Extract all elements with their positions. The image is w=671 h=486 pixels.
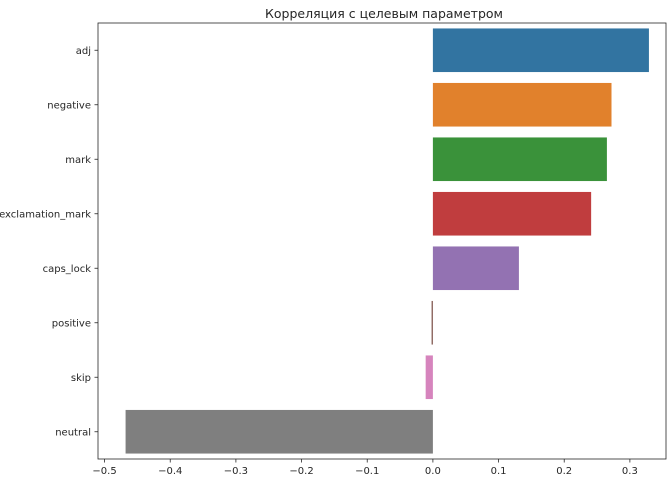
bar-neutral [125, 409, 433, 454]
bar-skip [425, 355, 433, 400]
y-tick-label-negative: negative [47, 100, 91, 111]
x-tick-label: −0.5 [92, 466, 116, 477]
y-tick-label-mark: mark [65, 155, 91, 166]
x-tick-label: 0.0 [425, 466, 441, 477]
y-tick-label-caps_lock: caps_lock [43, 264, 92, 275]
x-tick-label: 0.3 [622, 466, 638, 477]
x-axis: −0.5 −0.4 −0.3 −0.2 −0.1 0.0 0.1 0.2 0.3 [92, 459, 638, 477]
x-tick-label: −0.4 [158, 466, 182, 477]
chart-title: Корреляция с целевым параметром [265, 6, 503, 21]
x-tick-label: −0.3 [224, 466, 248, 477]
x-tick-label: 0.1 [491, 466, 507, 477]
bar-caps_lock [432, 246, 519, 291]
bar-negative [432, 82, 612, 127]
bar-mark [432, 137, 607, 182]
x-tick-label: −0.1 [355, 466, 379, 477]
bar-exclamation_mark [432, 191, 592, 236]
y-tick-label-skip: skip [71, 373, 91, 384]
plot-frame [97, 22, 667, 460]
x-tick-label: 0.2 [556, 466, 572, 477]
bar-positive [431, 300, 433, 345]
y-tick-label-exclamation_mark: exclamation_mark [0, 209, 91, 220]
y-tick-label-positive: positive [52, 318, 91, 329]
y-tick-labels: adj negative mark exclamation_mark caps_lock… [0, 46, 98, 438]
bar-adj [432, 28, 649, 73]
bars-layer [125, 28, 649, 454]
x-tick-label: −0.2 [289, 466, 313, 477]
y-tick-label-neutral: neutral [55, 427, 91, 438]
y-tick-label-adj: adj [76, 46, 91, 57]
